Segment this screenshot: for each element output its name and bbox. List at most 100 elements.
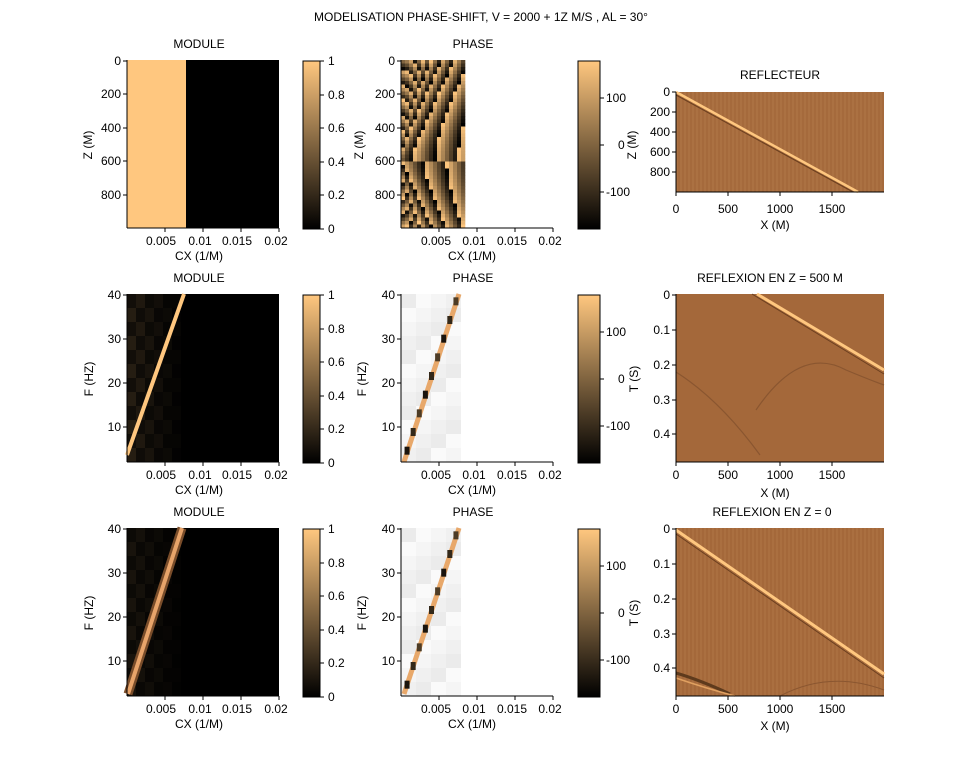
phase-cell: [457, 214, 462, 218]
phase-cell: [421, 165, 426, 169]
phase-cell: [401, 214, 406, 218]
phase-cell: [413, 105, 418, 110]
y-tick-label: 30: [382, 566, 396, 580]
x-axis-label: CX (1/M): [175, 249, 223, 263]
phase-cell: [437, 74, 442, 78]
phase-cell: [409, 210, 414, 215]
phase-cell: [405, 105, 410, 110]
phase-cell: [409, 102, 414, 106]
phase-cell: [401, 67, 406, 71]
phase-cell: [413, 137, 418, 141]
phase-cell: [413, 144, 418, 148]
module-cell: [163, 364, 172, 378]
panel-title: REFLEXION EN Z = 0: [712, 505, 831, 519]
phase-cell: [405, 95, 410, 99]
phase-cell: [449, 81, 454, 85]
phase-cell: [445, 161, 450, 166]
phase-bg-cell: [446, 364, 461, 378]
phase-cell: [401, 186, 406, 190]
texture-stripe: [812, 528, 814, 696]
texture-stripe: [720, 528, 722, 696]
y-axis-label: F (HZ): [355, 362, 369, 397]
colorbar-tick: 0: [328, 456, 335, 470]
phase-cell: [409, 154, 414, 159]
phase-cell: [437, 161, 442, 166]
module-cell: [127, 556, 136, 570]
phase-cell: [421, 144, 426, 148]
phase-cell: [405, 158, 410, 162]
module-cell: [172, 668, 181, 682]
texture-stripe: [800, 528, 802, 696]
phase-cell: [433, 168, 438, 173]
phase-bg-cell: [401, 570, 416, 584]
phase-cell: [425, 214, 430, 218]
panel-reflexion-0: REFLEXION EN Z = 0 0 0.1 0.2 0.3 0.4 T (…: [627, 505, 885, 733]
phase-cell: [405, 77, 410, 82]
phase-cell: [413, 112, 418, 117]
module-cell: [163, 668, 172, 682]
module-cell: [136, 598, 145, 612]
phase-cell: [449, 91, 454, 96]
phase-bg-cell: [401, 528, 416, 542]
module-cell: [145, 308, 154, 322]
phase-cell: [425, 165, 430, 169]
phase-cell: [401, 116, 406, 120]
y-tick-label: 30: [108, 332, 122, 346]
phase-cell: [425, 196, 430, 201]
phase-cell: [453, 144, 458, 148]
phase-cell: [449, 214, 454, 218]
module-cell: [154, 556, 163, 570]
phase-cell: [457, 84, 462, 89]
phase-cell: [457, 88, 462, 92]
phase-cell: [445, 123, 450, 127]
y-tick-label: 0.1: [653, 323, 670, 337]
module-cell: [163, 528, 172, 542]
colorbar-tick: 100: [606, 91, 626, 105]
colorbar-tick: 0.6: [328, 121, 345, 135]
phase-cell: [417, 81, 422, 85]
y-axis: 40 30 20 10 F (HZ): [355, 288, 402, 462]
phase-cell: [413, 70, 418, 75]
phase-cell: [425, 98, 430, 103]
phase-dark-segment: [422, 390, 428, 399]
phase-cell: [409, 63, 414, 68]
phase-cell: [441, 210, 446, 215]
texture-stripe: [860, 528, 862, 696]
phase-cell: [405, 168, 410, 173]
phase-cell: [413, 203, 418, 208]
phase-cell: [457, 179, 462, 183]
phase-bg-cell: [416, 448, 431, 462]
phase-cell: [453, 189, 458, 194]
module-cell: [154, 378, 163, 392]
phase-cell: [429, 95, 434, 99]
phase-cell: [425, 182, 430, 187]
phase-cell: [421, 112, 426, 117]
phase-cell: [425, 144, 430, 148]
texture-stripe: [676, 92, 678, 192]
phase-cell: [437, 88, 442, 92]
phase-cell: [449, 123, 454, 127]
reflection-event: [675, 528, 885, 676]
phase-cell: [461, 67, 466, 71]
phase-cell: [417, 203, 422, 208]
phase-dark-segment: [447, 316, 453, 324]
phase-cell: [401, 165, 406, 169]
phase-cell: [417, 60, 422, 64]
phase-cell: [413, 84, 418, 89]
phase-dark-segment: [429, 606, 434, 614]
phase-cell: [405, 154, 410, 159]
phase-cell: [445, 224, 450, 229]
phase-cell: [417, 151, 422, 155]
module-cell: [172, 556, 181, 570]
plot-background: [676, 528, 884, 696]
module-cell: [172, 682, 181, 696]
phase-cell: [429, 168, 434, 173]
phase-cell: [421, 207, 426, 211]
texture-stripe: [720, 92, 722, 192]
phase-cell: [457, 63, 462, 68]
phase-cell: [453, 105, 458, 110]
phase-cell: [417, 154, 422, 159]
phase-cell: [413, 67, 418, 71]
module-cell: [154, 626, 163, 640]
phase-cell: [413, 224, 418, 229]
